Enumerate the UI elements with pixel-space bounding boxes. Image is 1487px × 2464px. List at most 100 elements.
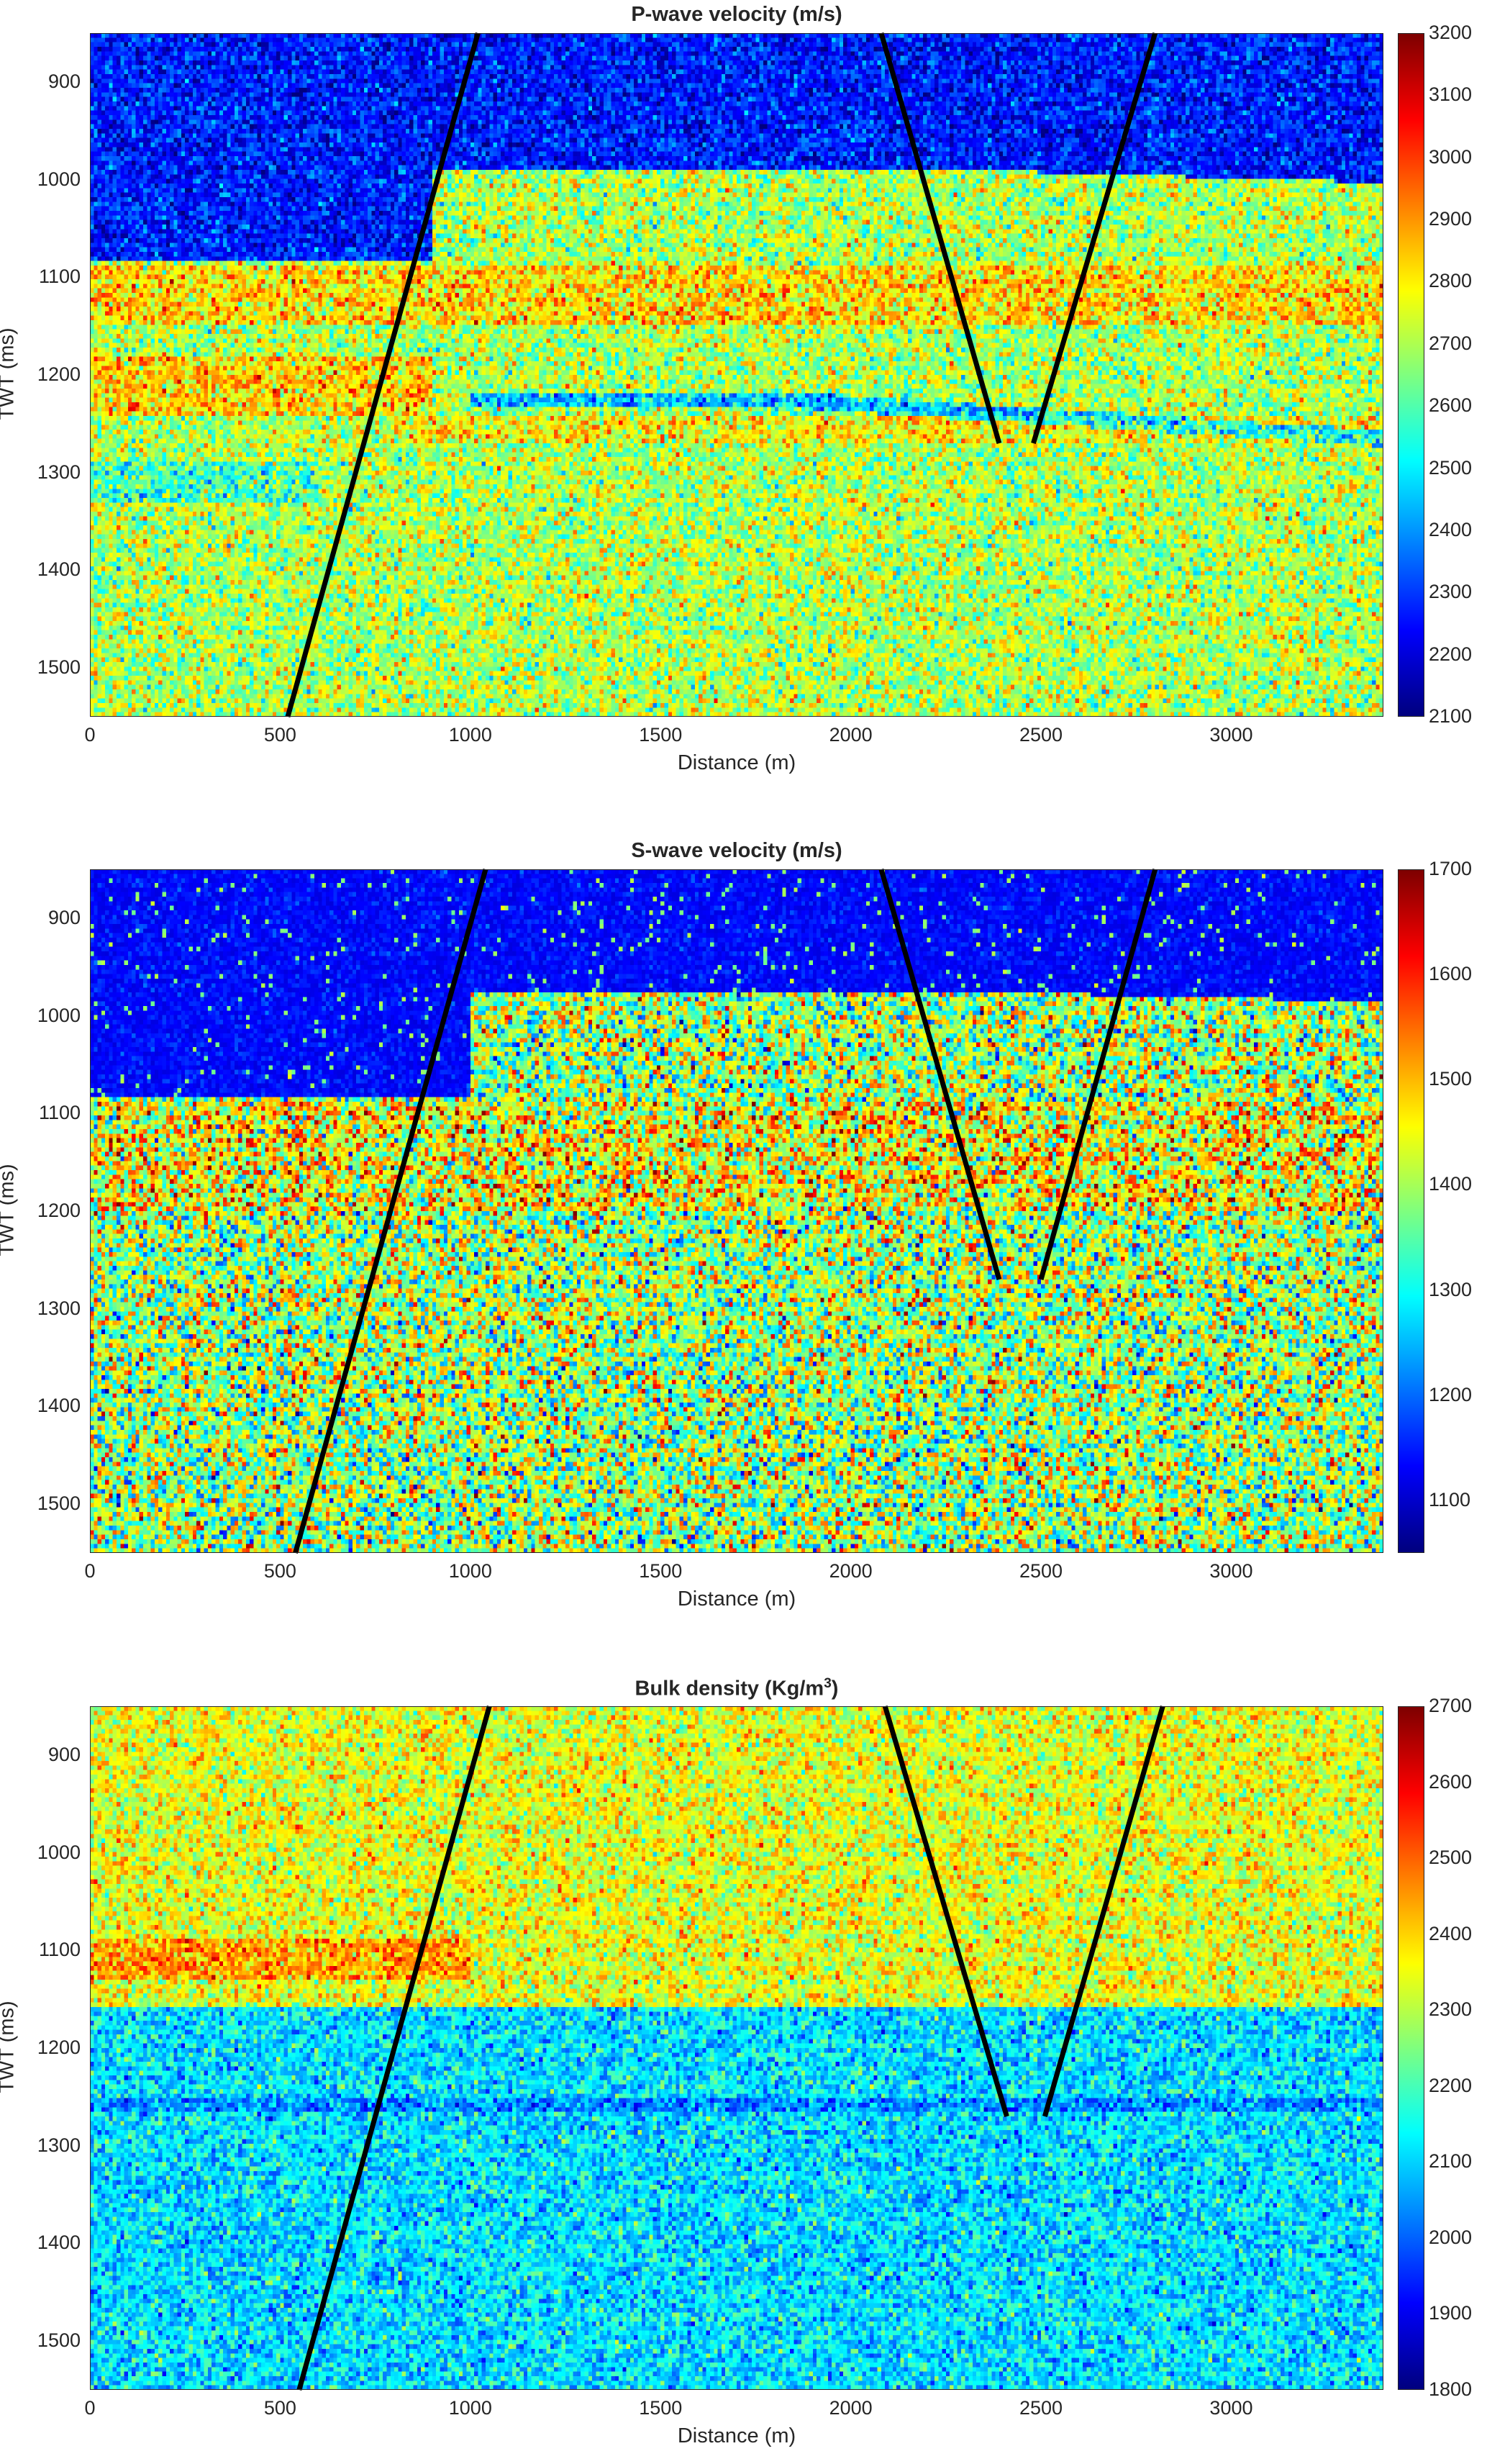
colorbar-tick-label: 2000: [1429, 2226, 1473, 2248]
x-tick-label: 500: [263, 1560, 296, 1582]
y-tick-label: 1500: [37, 2329, 81, 2352]
y-tick-label: 1100: [38, 1939, 81, 1961]
colorbar: [1398, 33, 1424, 717]
colorbar-tick-label: 1600: [1429, 963, 1473, 985]
x-tick-label: 1500: [639, 1560, 683, 1582]
chart-title-text: Bulk density (Kg/m: [635, 1677, 824, 1700]
y-tick-label: 900: [47, 1743, 81, 1765]
colorbar-frame: [1398, 869, 1424, 1553]
x-tick-label: 500: [263, 2397, 296, 2419]
chart-title: Bulk density (Kg/m3): [90, 1676, 1383, 1701]
colorbar: [1398, 1706, 1424, 2390]
colorbar-frame: [1398, 1706, 1424, 2390]
colorbar-tick-label: 2100: [1429, 705, 1473, 727]
heatmap-image: [90, 869, 1383, 1553]
fault-line-1: [293, 869, 488, 1554]
y-tick-label: 1100: [38, 1102, 81, 1124]
x-tick-label: 1000: [448, 2397, 492, 2419]
x-tick-label: 2500: [1019, 2397, 1063, 2419]
colorbar-tick-label: 2300: [1429, 581, 1473, 603]
plot-frame: [90, 869, 1383, 1553]
colorbar-tick-label: 1100: [1429, 1488, 1471, 1510]
colorbar-tick-label: 2800: [1429, 270, 1473, 292]
y-axis-label: TWT (ms): [0, 2001, 19, 2093]
x-tick-label: 2500: [1019, 724, 1063, 746]
x-tick-label: 0: [84, 1560, 96, 1582]
y-tick-label: 1500: [37, 656, 81, 679]
y-tick-label: 1200: [37, 1200, 81, 1221]
colorbar-tick-label: 2400: [1429, 518, 1473, 540]
heatmap-image: [90, 1706, 1383, 2390]
y-tick-label: 1300: [37, 1297, 81, 1319]
colorbar-tick-label: 2100: [1429, 2150, 1473, 2173]
x-tick-label: 2000: [829, 2397, 873, 2419]
fault-line-2: [878, 32, 1002, 444]
fault-line-3: [1038, 869, 1158, 1280]
fault-line-2: [878, 869, 1002, 1280]
plot-frame: [90, 33, 1383, 717]
colorbar-tick-label: 2900: [1429, 208, 1473, 230]
y-tick-label: 1400: [37, 558, 81, 581]
colorbar-tick-label: 2300: [1429, 1998, 1473, 2021]
chart-title: P-wave velocity (m/s): [90, 3, 1383, 27]
colorbar-tick-label: 1900: [1429, 2302, 1473, 2324]
y-tick-label: 1300: [37, 461, 81, 483]
fault-line-3: [1031, 32, 1158, 444]
x-tick-label: 1500: [639, 2397, 683, 2419]
y-tick-label: 1200: [37, 2037, 81, 2058]
x-tick-label: 3000: [1209, 2397, 1253, 2419]
colorbar-tick-label: 2400: [1429, 1922, 1473, 1944]
y-tick-label: 1500: [37, 1493, 81, 1515]
fault-line-1: [285, 32, 481, 717]
chart-title-text: P-wave velocity (m/s): [631, 3, 842, 26]
y-tick-label: 1000: [37, 1004, 81, 1026]
plot-frame: [90, 1706, 1383, 2390]
colorbar-tick-label: 2700: [1429, 332, 1473, 354]
x-tick-label: 2000: [829, 1560, 873, 1582]
x-tick-label: 1000: [448, 1560, 492, 1582]
x-tick-label: 2500: [1019, 1560, 1063, 1582]
chart-title-superscript: 3: [824, 1676, 832, 1691]
colorbar-frame: [1398, 33, 1424, 717]
chart-title-text: S-wave velocity (m/s): [631, 839, 842, 862]
x-tick-label: 0: [84, 724, 96, 746]
y-tick-label: 1100: [38, 266, 81, 288]
colorbar-tick-label: 3200: [1429, 22, 1473, 43]
colorbar-tick-label: 3100: [1429, 83, 1473, 106]
x-tick-label: 500: [263, 724, 296, 746]
fault-line-2: [882, 1706, 1009, 2117]
x-axis-label: Distance (m): [677, 1587, 796, 1611]
colorbar-tick-label: 1200: [1429, 1383, 1473, 1405]
y-tick-label: 1400: [37, 2232, 81, 2254]
x-tick-label: 1000: [448, 724, 492, 746]
x-axis-label: Distance (m): [677, 751, 796, 774]
colorbar-tick-label: 1700: [1429, 858, 1473, 879]
y-tick-label: 1300: [37, 2134, 81, 2156]
colorbar-tick-label: 1500: [1429, 1068, 1473, 1090]
x-axis-label: Distance (m): [677, 2424, 796, 2447]
colorbar-tick-label: 2600: [1429, 1770, 1473, 1793]
y-tick-label: 1200: [37, 363, 81, 385]
colorbar: [1398, 869, 1424, 1553]
colorbar-tick-label: 3000: [1429, 145, 1473, 168]
colorbar-tick-label: 2500: [1429, 1847, 1473, 1869]
x-tick-label: 0: [84, 2397, 96, 2419]
chart-title-end: ): [831, 1677, 839, 1700]
y-tick-label: 1000: [37, 1841, 81, 1863]
chart-title: S-wave velocity (m/s): [90, 839, 1383, 863]
heatmap-image: [90, 33, 1383, 717]
x-tick-label: 3000: [1209, 724, 1253, 746]
x-tick-label: 3000: [1209, 1560, 1253, 1582]
colorbar-tick-label: 2200: [1429, 643, 1473, 665]
colorbar-tick-label: 1300: [1429, 1278, 1473, 1300]
x-tick-label: 1500: [639, 724, 683, 746]
y-tick-label: 900: [47, 70, 81, 92]
colorbar-tick-label: 2700: [1429, 1695, 1473, 1716]
fault-line-1: [296, 1706, 492, 2391]
x-tick-label: 2000: [829, 724, 873, 746]
colorbar-tick-label: 2600: [1429, 394, 1473, 417]
